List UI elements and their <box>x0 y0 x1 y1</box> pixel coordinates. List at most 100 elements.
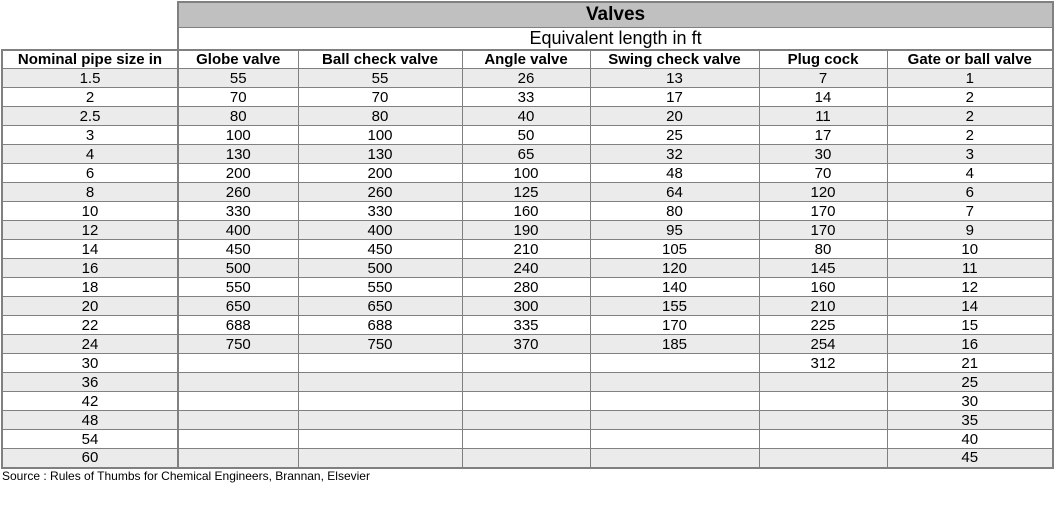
table-row: 10 330 330 160 80 170 7 <box>1 201 1055 221</box>
table-row: 24 750 750 370 185 254 16 <box>1 334 1055 354</box>
table-cell: 130 <box>178 144 299 164</box>
table-row: 8 260 260 125 64 120 6 <box>1 182 1055 202</box>
table-cell <box>462 353 591 373</box>
table-cell: 7 <box>759 68 888 88</box>
table-cell: 155 <box>590 296 760 316</box>
pipe-size-cell: 16 <box>1 258 179 278</box>
table-cell <box>462 391 591 411</box>
table-row: 16 500 500 240 120 145 11 <box>1 258 1055 278</box>
table-cell: 11 <box>759 106 888 126</box>
table-cell: 200 <box>298 163 463 183</box>
table-cell: 21 <box>887 353 1055 373</box>
table-row: 18 550 550 280 140 160 12 <box>1 277 1055 297</box>
table-cell: 170 <box>590 315 760 335</box>
table-cell: 1 <box>887 68 1055 88</box>
pipe-size-cell: 36 <box>1 372 179 392</box>
pipe-size-cell: 6 <box>1 163 179 183</box>
table-cell: 3 <box>887 144 1055 164</box>
table-cell: 7 <box>887 201 1055 221</box>
table-cell: 312 <box>759 353 888 373</box>
table-cell: 120 <box>590 258 760 278</box>
table-row: 54 40 <box>1 429 1055 449</box>
valves-table: Valves Equivalent length in ft Nominal p… <box>1 1 1055 469</box>
table-cell <box>178 410 299 430</box>
table-cell: 48 <box>590 163 760 183</box>
table-cell: 550 <box>298 277 463 297</box>
table-subtitle: Equivalent length in ft <box>176 27 1055 51</box>
table-cell: 15 <box>887 315 1055 335</box>
table-cell <box>298 429 463 449</box>
table-cell: 185 <box>590 334 760 354</box>
table-title: Valves <box>176 1 1055 28</box>
pipe-size-cell: 2 <box>1 87 179 107</box>
table-cell: 17 <box>759 125 888 145</box>
table-cell <box>759 448 888 469</box>
table-cell: 200 <box>178 163 299 183</box>
table-cell <box>590 448 760 469</box>
table-cell: 160 <box>462 201 591 221</box>
table-cell: 26 <box>462 68 591 88</box>
table-cell: 145 <box>759 258 888 278</box>
table-cell: 225 <box>759 315 888 335</box>
pipe-size-cell: 60 <box>1 448 179 469</box>
pipe-size-cell: 4 <box>1 144 179 164</box>
table-cell: 500 <box>178 258 299 278</box>
table-cell: 300 <box>462 296 591 316</box>
table-cell: 70 <box>298 87 463 107</box>
table-cell: 40 <box>887 429 1055 449</box>
pipe-size-cell: 22 <box>1 315 179 335</box>
table-cell: 16 <box>887 334 1055 354</box>
table-cell: 33 <box>462 87 591 107</box>
table-cell <box>298 410 463 430</box>
table-cell <box>298 353 463 373</box>
table-cell: 13 <box>590 68 760 88</box>
table-row: 22 688 688 335 170 225 15 <box>1 315 1055 335</box>
table-cell: 70 <box>178 87 299 107</box>
table-cell: 6 <box>887 182 1055 202</box>
column-header: Plug cock <box>759 49 888 69</box>
pipe-size-cell: 8 <box>1 182 179 202</box>
table-cell: 450 <box>298 239 463 259</box>
table-cell: 80 <box>178 106 299 126</box>
table-cell: 254 <box>759 334 888 354</box>
table-cell: 140 <box>590 277 760 297</box>
table-cell: 650 <box>178 296 299 316</box>
table-cell: 750 <box>298 334 463 354</box>
table-cell: 330 <box>298 201 463 221</box>
table-cell <box>178 372 299 392</box>
table-cell: 750 <box>178 334 299 354</box>
table-row: 2 70 70 33 17 14 2 <box>1 87 1055 107</box>
table-cell: 170 <box>759 201 888 221</box>
table-cell <box>178 429 299 449</box>
table-cell: 35 <box>887 410 1055 430</box>
table-row: 6 200 200 100 48 70 4 <box>1 163 1055 183</box>
table-cell: 330 <box>178 201 299 221</box>
pipe-size-cell: 1.5 <box>1 68 179 88</box>
column-header: Ball check valve <box>298 49 463 69</box>
table-cell: 450 <box>178 239 299 259</box>
table-cell: 10 <box>887 239 1055 259</box>
pipe-size-cell: 3 <box>1 125 179 145</box>
table-cell <box>759 372 888 392</box>
table-cell: 40 <box>462 106 591 126</box>
pipe-size-cell: 20 <box>1 296 179 316</box>
table-cell: 95 <box>590 220 760 240</box>
table-cell <box>590 410 760 430</box>
source-note: Source : Rules of Thumbs for Chemical En… <box>2 469 370 483</box>
table-cell: 55 <box>178 68 299 88</box>
pipe-size-cell: 42 <box>1 391 179 411</box>
table-cell: 160 <box>759 277 888 297</box>
corner-blank <box>2 2 178 27</box>
pipe-size-cell: 30 <box>1 353 179 373</box>
table-cell: 64 <box>590 182 760 202</box>
table-cell: 688 <box>298 315 463 335</box>
table-cell: 500 <box>298 258 463 278</box>
table-row: 1.5 55 55 26 13 7 1 <box>1 68 1055 88</box>
table-cell: 688 <box>178 315 299 335</box>
table-cell: 260 <box>178 182 299 202</box>
table-cell: 550 <box>178 277 299 297</box>
pipe-size-cell: 10 <box>1 201 179 221</box>
table-cell: 14 <box>759 87 888 107</box>
table-row: 2.5 80 80 40 20 11 2 <box>1 106 1055 126</box>
table-cell: 190 <box>462 220 591 240</box>
